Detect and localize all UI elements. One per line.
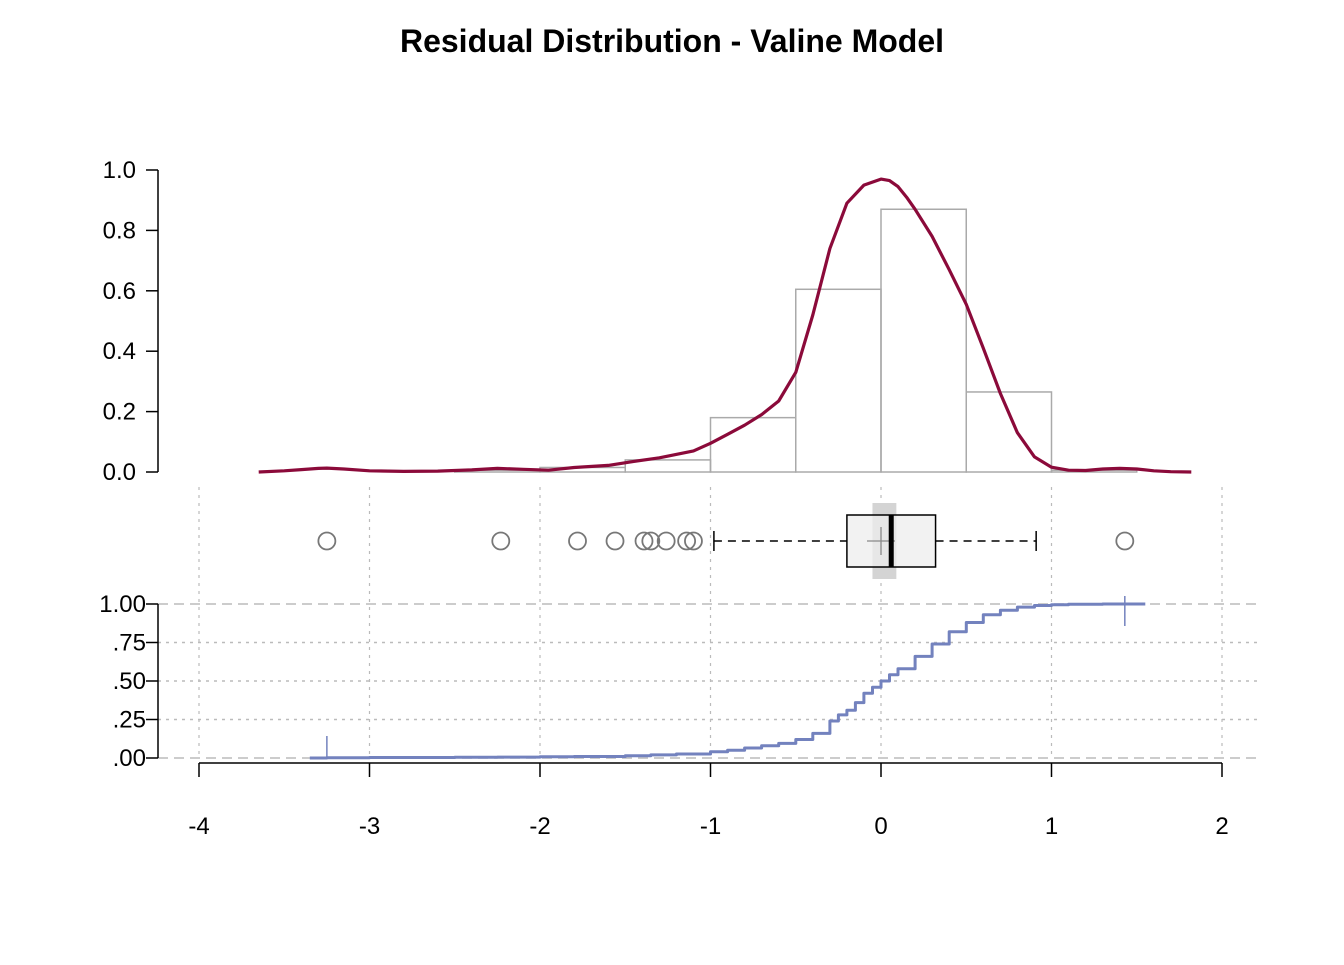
histogram-bar: [795, 288, 882, 473]
ecdf-line: [309, 602, 1146, 760]
density-curve: [258, 177, 1192, 474]
x-tick-label: -4: [188, 813, 209, 840]
ecdf-y-tick-label: 1.00: [99, 591, 146, 618]
outlier-point: [641, 531, 661, 551]
outlier-point: [656, 531, 676, 551]
outlier-point: [684, 531, 703, 551]
hist-y-tick-label: 0.4: [103, 338, 136, 365]
hist-y-tick-label: 0.2: [103, 399, 136, 426]
x-tick-label: 1: [1045, 813, 1058, 840]
hist-y-tick-label: 1.0: [103, 157, 136, 184]
ecdf-y-tick-label: .25: [113, 707, 146, 734]
outlier-point: [677, 531, 697, 551]
outlier-point: [1115, 531, 1135, 551]
outlier-point: [491, 531, 511, 551]
outlier-point: [317, 531, 337, 551]
hist-y-tick-label: 0.6: [103, 278, 136, 305]
grid: [158, 487, 1258, 759]
hist-y-tick-label: 0.8: [103, 217, 136, 244]
ecdf-y-tick-label: .00: [113, 745, 146, 772]
x-tick-label: 2: [1215, 813, 1228, 840]
boxplot-panel: [317, 503, 1135, 579]
x-tick-label: -3: [359, 813, 380, 840]
histogram-bar: [965, 391, 1053, 473]
outlier-point: [605, 531, 625, 551]
histogram-bar: [709, 416, 797, 473]
x-tick-label: -2: [529, 813, 550, 840]
axes: 0.0 0.2 0.4 0.6 0.8 1.0 .00 .25 .50 .75 1.00 -4 -3 -2…: [99, 157, 1228, 840]
x-tick-label: 0: [874, 813, 887, 840]
outlier-point: [634, 531, 654, 551]
histogram-bar: [880, 208, 967, 473]
ecdf-y-tick-label: .50: [113, 668, 146, 695]
histogram-panel: [258, 177, 1192, 474]
chart-title: Residual Distribution - Valine Model: [400, 23, 944, 59]
ecdf-panel: [309, 596, 1146, 760]
ecdf-y-tick-label: .75: [113, 630, 146, 657]
hist-y-tick-label: 0.0: [103, 459, 136, 486]
x-tick-label: -1: [700, 813, 721, 840]
outlier-point: [568, 531, 587, 551]
